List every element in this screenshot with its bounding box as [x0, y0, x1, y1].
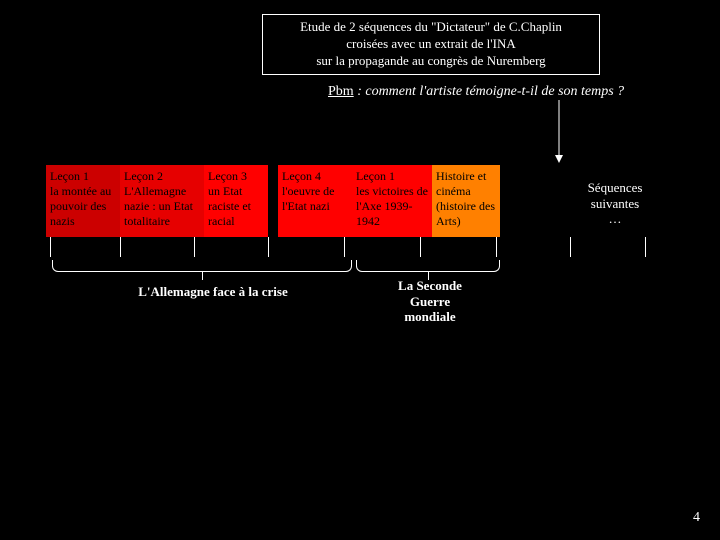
pbm-prefix: Pbm — [328, 84, 354, 99]
seq-line2: suivantes — [575, 196, 655, 212]
arrow-down — [553, 100, 565, 164]
lesson-block-4: Leçon 4l'oeuvre de l'Etat nazi — [278, 165, 352, 237]
lesson-text: L'Allemagne nazie : un Etat totalitaire — [124, 184, 200, 229]
seq-line3: … — [575, 211, 655, 227]
brace-left-text: L'Allemagne face à la crise — [138, 284, 287, 299]
timeline-tick — [570, 237, 571, 257]
brace-left-label: L'Allemagne face à la crise — [108, 284, 318, 300]
lesson-block-2: Leçon 2L'Allemagne nazie : un Etat total… — [120, 165, 204, 237]
timeline-tick — [50, 237, 51, 257]
header-line1: Etude de 2 séquences du "Dictateur" de C… — [273, 19, 589, 36]
lesson-text: cinéma (histoire des Arts) — [436, 184, 496, 229]
conclusion-span: Place de l'activité dans la progression … — [52, 380, 401, 400]
lesson-title: Leçon 1 — [356, 169, 428, 184]
seq-line1: Séquences — [575, 180, 655, 196]
brace-right — [356, 260, 500, 272]
lesson-block-3: Leçon 3un Etat raciste et racial — [204, 165, 268, 237]
page-number-text: 4 — [693, 510, 700, 525]
sequences-label: Séquences suivantes … — [575, 180, 655, 227]
timeline-tick — [645, 237, 646, 257]
brace-left — [52, 260, 352, 272]
lesson-block-5: Leçon 1les victoires de l'Axe 1939-1942 — [352, 165, 432, 237]
header-box: Etude de 2 séquences du "Dictateur" de C… — [262, 14, 600, 75]
timeline-tick — [420, 237, 421, 257]
timeline-tick — [194, 237, 195, 257]
lesson-title: Leçon 4 — [282, 169, 348, 184]
brace-right-label: La Seconde Guerre mondiale — [380, 278, 480, 325]
brace-right-l1: La Seconde — [380, 278, 480, 294]
lesson-text: un Etat raciste et racial — [208, 184, 264, 229]
lesson-text: les victoires de l'Axe 1939-1942 — [356, 184, 428, 229]
brace-right-l3: mondiale — [380, 309, 480, 325]
lesson-title: Histoire et — [436, 169, 496, 184]
timeline-tick — [344, 237, 345, 257]
timeline-tick — [268, 237, 269, 257]
lesson-block-1: Leçon 1la montée au pouvoir des nazis — [46, 165, 120, 237]
header-line3: sur la propagande au congrès de Nurember… — [273, 53, 589, 70]
lesson-title: Leçon 2 — [124, 169, 200, 184]
brace-left-stem — [202, 272, 203, 280]
lesson-text: la montée au pouvoir des nazis — [50, 184, 116, 229]
lesson-title: Leçon 1 — [50, 169, 116, 184]
conclusion-text: Place de l'activité dans la progression … — [52, 380, 401, 401]
page-number: 4 — [693, 510, 700, 526]
lesson-text: l'oeuvre de l'Etat nazi — [282, 184, 348, 214]
brace-right-l2: Guerre — [380, 294, 480, 310]
timeline-tick — [496, 237, 497, 257]
header-line2: croisées avec un extrait de l'INA — [273, 36, 589, 53]
lesson-block-6: Histoire etcinéma (histoire des Arts) — [432, 165, 500, 237]
problem-statement: Pbm : comment l'artiste témoigne-t-il de… — [328, 84, 624, 100]
timeline-tick — [120, 237, 121, 257]
lesson-title: Leçon 3 — [208, 169, 264, 184]
pbm-rest: : comment l'artiste témoigne-t-il de son… — [354, 84, 625, 99]
